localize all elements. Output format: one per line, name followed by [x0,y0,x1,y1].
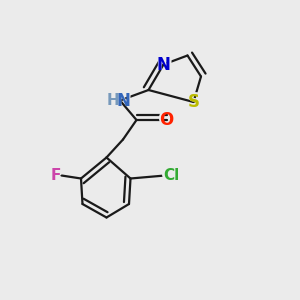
Text: F: F [49,166,62,185]
Text: Cl: Cl [160,166,182,185]
Text: N: N [117,92,130,110]
Text: H: H [105,92,120,110]
Text: S: S [186,92,201,112]
Text: N: N [155,55,172,74]
Text: H: H [106,93,119,108]
Text: F: F [50,168,61,183]
Text: N: N [157,56,170,74]
Text: N: N [116,91,132,110]
Text: O: O [158,110,175,130]
Text: O: O [159,111,174,129]
Text: Cl: Cl [163,168,179,183]
Text: S: S [188,93,200,111]
